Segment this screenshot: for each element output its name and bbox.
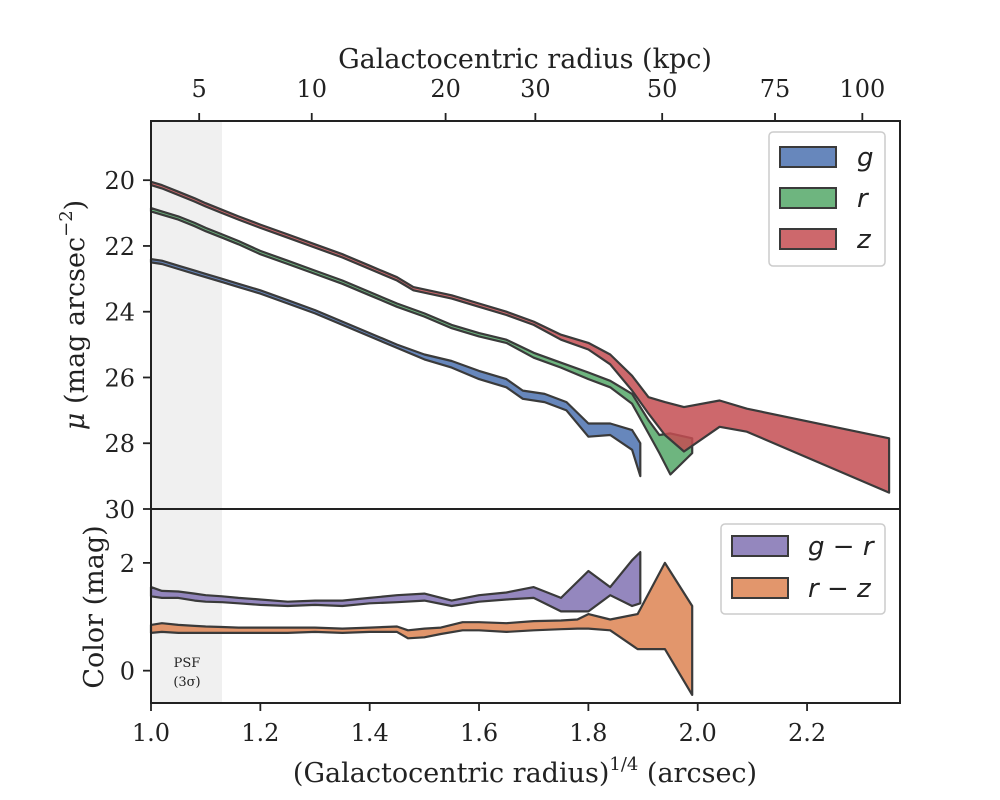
legend-label-r-z: r − z <box>808 574 872 604</box>
color-series <box>149 550 694 697</box>
y-tick-label: 24 <box>104 299 135 327</box>
y-axis-label-top: μ (mag arcsec−2) <box>56 200 91 430</box>
bottom-y-ticks: 02 <box>120 550 151 686</box>
x-tick-label: 1.6 <box>460 719 498 747</box>
x-tick-label: 1.4 <box>351 719 389 747</box>
y-tick-label: 0 <box>120 658 135 686</box>
legend-label-g-r: g − r <box>808 532 876 562</box>
band-z <box>149 180 891 494</box>
x-tick-label: 2.2 <box>788 719 826 747</box>
psf-sigma-label: (3σ) <box>173 675 200 690</box>
band-g <box>149 258 642 478</box>
y-tick-label: 20 <box>104 167 135 195</box>
band-g-r <box>149 550 642 613</box>
psf-shade-bottom <box>151 509 222 703</box>
x-tick-label: 1.8 <box>569 719 607 747</box>
y-axis-label-bottom: Color (mag) <box>79 525 110 688</box>
top-kpc-ticks: 5 10 20 30 50 75 100 <box>192 75 885 121</box>
legend-swatch-g-r <box>731 535 789 557</box>
band-r-z <box>149 561 694 697</box>
top-y-ticks: 20 22 24 26 28 30 <box>104 167 151 524</box>
top-x-tick-label: 100 <box>839 75 885 103</box>
top-axis-label: Galactocentric radius (kpc) <box>338 44 712 75</box>
y-tick-label: 22 <box>104 233 135 261</box>
surface-brightness-legend: grz <box>768 131 886 267</box>
legend-label-g: g <box>857 143 874 173</box>
band-r <box>149 207 694 476</box>
legend-swatch-r <box>779 187 837 209</box>
color-legend: g − r r − z <box>720 523 886 615</box>
legend-swatch-r-z <box>731 577 789 599</box>
bottom-panel-frame <box>150 508 901 704</box>
top-x-tick-label: 75 <box>760 75 791 103</box>
x-tick-label: 1.0 <box>132 719 170 747</box>
surface-brightness-series <box>149 180 891 494</box>
legend-label-z: z <box>856 225 872 255</box>
x-tick-label: 2.0 <box>679 719 717 747</box>
y-tick-label: 28 <box>104 430 135 458</box>
bottom-x-ticks: 1.0 1.2 1.4 1.6 1.8 2.0 2.2 <box>132 703 826 747</box>
y-tick-label: 26 <box>104 364 135 392</box>
psf-label: PSF <box>174 656 201 671</box>
top-x-tick-label: 5 <box>192 75 207 103</box>
x-axis-label: (Galactocentric radius)1/4 (arcsec) <box>293 754 757 789</box>
y-tick-label: 30 <box>104 496 135 524</box>
legend-swatch-z <box>779 228 837 250</box>
top-x-tick-label: 50 <box>647 75 678 103</box>
x-tick-label: 1.2 <box>241 719 279 747</box>
top-x-tick-label: 20 <box>430 75 461 103</box>
top-x-tick-label: 10 <box>296 75 327 103</box>
top-x-tick-label: 30 <box>520 75 551 103</box>
psf-shade-top <box>151 121 222 509</box>
y-tick-label: 2 <box>120 550 135 578</box>
legend-swatch-g <box>779 146 837 168</box>
legend-label-r: r <box>857 184 870 214</box>
